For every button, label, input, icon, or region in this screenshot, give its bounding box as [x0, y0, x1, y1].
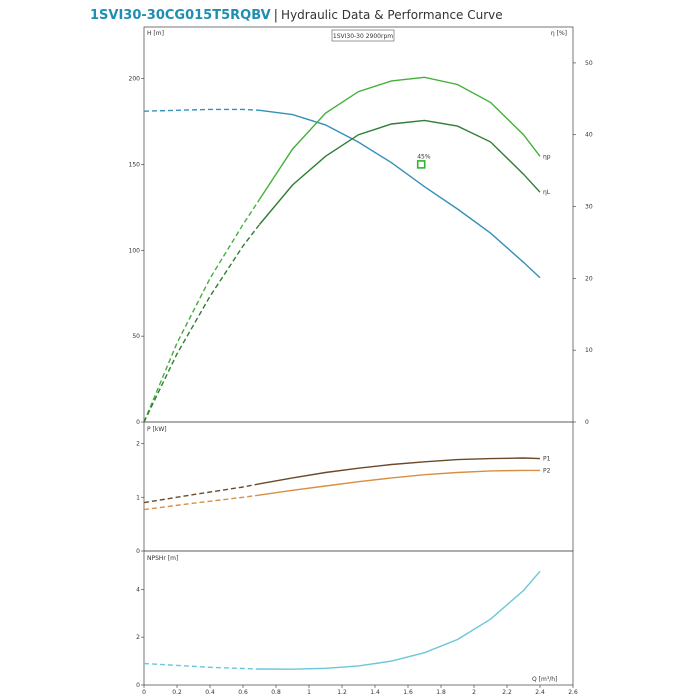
series-p1-label: P1	[543, 456, 551, 463]
title-separator: |	[273, 8, 279, 23]
y2-tick-label: 0	[585, 419, 589, 426]
npshr-panel-plot: 0 2 4 0 0.2 0.4 0.6 0.8 1 1.2 1.4 1.6 1.8 2 2.2 2.4 2.6	[136, 570, 578, 696]
y-tick-label: 0	[136, 682, 140, 689]
y-tick-label: 0	[136, 419, 140, 426]
x-tick-label: 1.2	[337, 689, 347, 696]
x-tick-label: 0.8	[271, 689, 281, 696]
speed-legend-box	[331, 29, 395, 42]
speed-legend-text: 1SVI30-30 2900rpm	[333, 33, 393, 40]
duty-point-label: 45%	[417, 153, 431, 160]
series-head-dashed	[143, 108, 260, 112]
series-eta_p-label: ηp	[543, 153, 551, 160]
x-tick-label: 1.8	[436, 689, 446, 696]
series-eta_l-line	[258, 119, 541, 225]
y2-tick-label: 50	[585, 60, 593, 67]
y-tick-label: 150	[129, 161, 141, 168]
duty-point-marker	[416, 160, 426, 169]
y-tick-label: 0	[136, 548, 140, 555]
series-p1-line	[259, 457, 541, 485]
x-tick-label: 2.6	[568, 689, 578, 696]
y-tick-label: 50	[132, 333, 140, 340]
series-p1-dashed	[143, 483, 260, 504]
chart-subtitle: Hydraulic Data & Performance Curve	[281, 8, 503, 22]
series-eta_l-label: ηL	[543, 189, 551, 196]
series-npsh-dashed	[143, 662, 260, 670]
y-tick-label: 2	[136, 634, 140, 641]
power-panel-plot: 0 1 2 P1 P2	[136, 441, 550, 556]
head-efficiency-panel: 0 50 100 150 200 0 10 20 30 40 50 ηp ηL 45% 1SVI30-30…	[129, 26, 593, 426]
npshr-axis-label: NPSHr [m]	[147, 555, 178, 562]
y-tick-label: 100	[129, 247, 141, 254]
npshr-panel-frame	[143, 550, 574, 686]
y2-tick-label: 10	[585, 347, 593, 354]
x-tick-label: 0.4	[205, 689, 215, 696]
power-panel-frame	[143, 421, 574, 552]
y2-tick-label: 30	[585, 204, 593, 211]
x-tick-label: 0	[142, 689, 146, 696]
x-tick-label: 2.4	[535, 689, 545, 696]
flow-axis-label: Q [m³/h]	[532, 676, 557, 683]
head-axis-label: H [m]	[147, 30, 164, 37]
x-tick-label: 2	[472, 689, 476, 696]
series-head-line	[259, 109, 541, 279]
x-tick-label: 0.6	[238, 689, 248, 696]
chart-title: 1SVI30-30CG015T5RQBV | Hydraulic Data & Pe…	[90, 4, 503, 24]
series-p2-dashed	[143, 494, 260, 511]
y-tick-label: 4	[136, 586, 140, 593]
series-eta_l-dashed	[143, 224, 261, 423]
pump-model-name: 1SVI30-30CG015T5RQBV	[90, 8, 271, 23]
y-tick-label: 200	[129, 76, 141, 83]
x-tick-label: 0.2	[172, 689, 182, 696]
x-tick-label: 1.4	[370, 689, 380, 696]
y-tick-label: 1	[136, 494, 140, 501]
power-panel: 0 1 2 P1 P2 P [kW]	[136, 421, 574, 556]
x-tick-label: 2.2	[502, 689, 512, 696]
x-tick-label: 1.6	[403, 689, 413, 696]
y-tick-label: 2	[136, 441, 140, 448]
power-axis-label: P [kW]	[147, 426, 167, 433]
series-npsh-line	[259, 570, 541, 670]
series-eta_p-line	[258, 76, 541, 200]
series-p2-label: P2	[543, 467, 551, 474]
series-p2-line	[259, 469, 540, 496]
efficiency-axis-label: η [%]	[551, 30, 567, 37]
y2-tick-label: 20	[585, 275, 593, 282]
y2-tick-label: 40	[585, 132, 593, 139]
series-eta_p-dashed	[143, 199, 261, 423]
x-tick-label: 1	[307, 689, 311, 696]
head-panel-frame	[143, 26, 574, 423]
head-panel-plot: 0 50 100 150 200 0 10 20 30 40 50 ηp ηL 45%	[129, 60, 593, 426]
